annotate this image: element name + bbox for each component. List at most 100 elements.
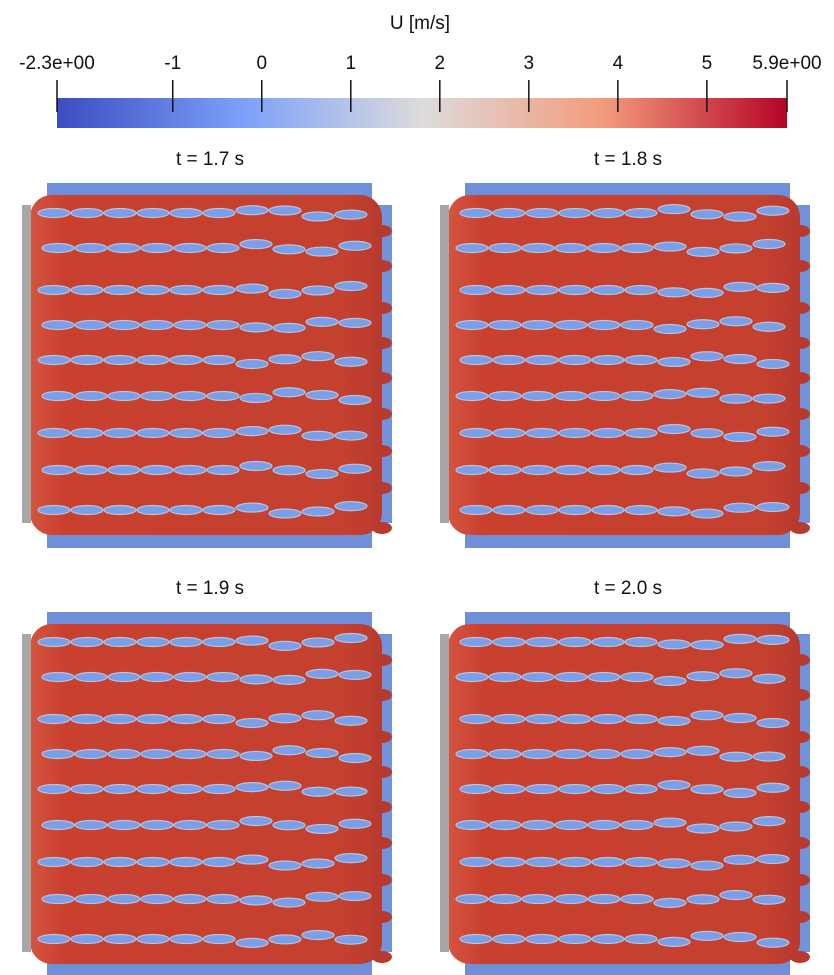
wake-streak <box>455 242 489 254</box>
colorbar-tick-label: 0 <box>256 53 267 74</box>
wake-streak <box>657 858 691 869</box>
wake-streak <box>136 354 170 366</box>
wake-streak <box>173 242 207 254</box>
inlet-wall <box>440 634 449 952</box>
panel-title: t = 2.0 s <box>594 578 662 599</box>
wake-streak <box>169 636 203 648</box>
wake-streak <box>756 782 790 793</box>
wake-streak <box>752 816 786 827</box>
wake-streak <box>305 668 339 679</box>
wake-streak <box>525 713 559 725</box>
wake-streak <box>525 636 559 648</box>
wake-streak <box>37 207 71 219</box>
wake-streak <box>74 748 108 760</box>
wake-streak <box>558 933 592 945</box>
wake-streak <box>686 319 720 330</box>
wake-streak <box>169 856 203 868</box>
outlet-jet <box>790 654 810 666</box>
wake-streak <box>103 354 137 366</box>
wake-streak <box>653 675 687 687</box>
outlet-jet <box>790 731 810 743</box>
wake-streak <box>239 460 273 472</box>
wake-streak <box>752 321 786 332</box>
wake-streak <box>268 780 302 791</box>
wake-streak <box>239 895 273 906</box>
wake-streak <box>268 288 302 299</box>
outlet-jet <box>790 951 810 963</box>
wake-streak <box>459 783 493 795</box>
panel-title: t = 1.8 s <box>594 149 662 170</box>
outlet-jet <box>790 522 810 534</box>
wake-streak <box>591 636 625 648</box>
wake-streak <box>169 713 203 725</box>
wake-streak <box>107 390 141 402</box>
colorbar-tick-label: 1 <box>345 53 356 74</box>
wake-streak <box>554 464 588 476</box>
wake-streak <box>107 464 141 476</box>
wake-streak <box>558 636 592 648</box>
outlet-jet <box>790 874 810 886</box>
wake-streak <box>521 242 555 254</box>
wake-streak <box>103 284 137 296</box>
wake-streak <box>690 508 724 519</box>
wake-streak <box>37 636 71 648</box>
wake-streak <box>334 632 368 644</box>
wake-streak <box>488 464 522 476</box>
wake-streak <box>587 819 621 831</box>
wake-streak <box>70 504 104 516</box>
wake-streak <box>756 634 790 646</box>
wake-streak <box>169 427 203 439</box>
wake-streak <box>756 853 790 865</box>
wake-streak <box>686 468 720 479</box>
wake-streak <box>719 821 753 832</box>
wake-streak <box>173 464 207 476</box>
wake-streak <box>74 819 108 831</box>
wake-streak <box>235 283 269 294</box>
outlet-jet <box>372 260 392 272</box>
wake-streak <box>525 856 559 868</box>
wake-streak <box>41 819 75 831</box>
wake-streak <box>103 856 137 868</box>
wake-streak <box>719 393 753 404</box>
outlet-jet <box>790 225 810 237</box>
wake-streak <box>756 937 790 948</box>
wake-streak <box>459 427 493 439</box>
wake-streak <box>272 820 306 831</box>
wake-streak <box>103 783 137 795</box>
wake-streak <box>719 751 753 762</box>
outlet-jet <box>372 445 392 457</box>
wake-streak <box>140 819 174 831</box>
wake-streak <box>620 390 654 402</box>
wake-streak <box>620 819 654 831</box>
wake-streak <box>653 241 687 252</box>
wake-streak <box>525 354 559 366</box>
wake-streak <box>624 783 658 795</box>
wake-streak <box>140 319 174 331</box>
wake-streak <box>301 929 335 941</box>
wake-streak <box>107 748 141 760</box>
wake-streak <box>521 819 555 831</box>
wake-streak <box>620 242 654 254</box>
wake-streak <box>239 238 273 250</box>
outlet-jet <box>372 654 392 666</box>
wake-streak <box>492 504 526 516</box>
wake-streak <box>686 387 720 398</box>
wake-streak <box>169 504 203 516</box>
wake-streak <box>140 390 174 402</box>
wake-streak <box>338 752 372 764</box>
wake-streak <box>173 748 207 760</box>
wake-streak <box>338 463 372 474</box>
wake-streak <box>103 933 137 945</box>
wake-streak <box>136 856 170 868</box>
wake-streak <box>554 748 588 760</box>
wake-streak <box>206 319 240 331</box>
wake-streak <box>587 242 621 254</box>
wake-streak <box>107 671 141 683</box>
wake-streak <box>70 933 104 945</box>
colorbar <box>57 98 787 128</box>
wake-streak <box>591 284 625 296</box>
wake-streak <box>657 203 691 215</box>
wake-streak <box>206 242 240 254</box>
wake-streak <box>334 853 368 864</box>
colorbar-tick-label: -1 <box>164 53 181 74</box>
